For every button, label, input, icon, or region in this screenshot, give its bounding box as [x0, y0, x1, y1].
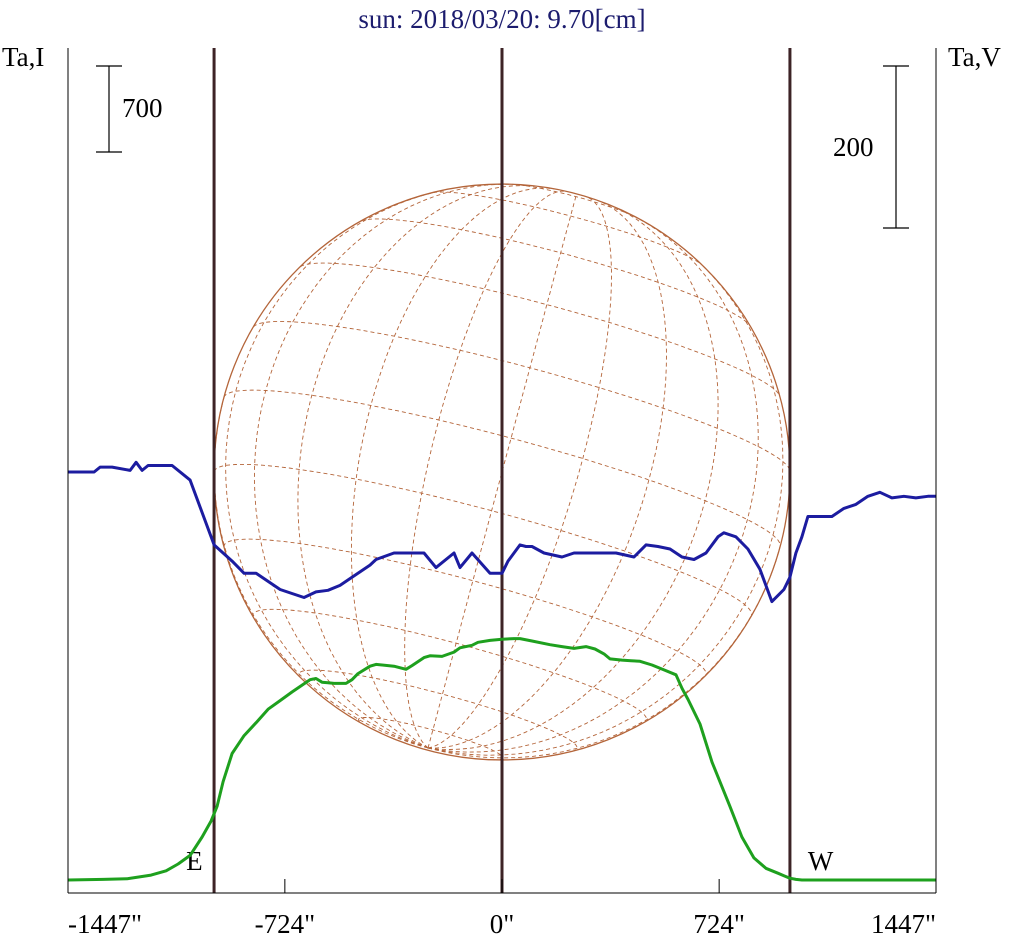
- left-scale-bar: 700: [96, 65, 163, 153]
- right-axis-label: Ta,V: [948, 42, 1001, 72]
- series-layer: [67, 460, 936, 882]
- x-tick-label: -724": [255, 909, 316, 939]
- right-scale-bar-label: 200: [833, 132, 874, 162]
- longitude-line: [350, 187, 555, 749]
- x-tick-label: 724": [693, 909, 745, 939]
- latitude-line: [223, 538, 707, 677]
- longitude-line: [427, 254, 784, 756]
- series-line-intensity: [67, 637, 936, 882]
- latitude-line: [298, 669, 578, 752]
- x-axis-ticks: -1447" -724" 0" 724" 1447": [67, 879, 937, 939]
- longitude-line: [427, 207, 719, 750]
- left-axis-label: Ta,I: [2, 42, 44, 72]
- longitude-line: [427, 196, 612, 749]
- longitude-line: [213, 397, 429, 749]
- x-tick-label: 1447": [871, 909, 936, 939]
- longitude-line: [427, 217, 759, 753]
- longitude-line: [404, 190, 566, 749]
- longitude-line: [253, 183, 513, 749]
- limb-marker-label: W: [808, 846, 834, 876]
- solar-disk: [213, 183, 791, 761]
- latitude-line: [300, 262, 780, 396]
- chart-title: sun: 2018/03/20: 9.70[cm]: [358, 4, 645, 34]
- right-scale-bar: 200: [833, 65, 909, 229]
- series-line-polarization: [68, 460, 936, 604]
- latitude-line: [358, 717, 504, 761]
- longitude-line: [225, 188, 448, 749]
- x-tick-label: -1447": [68, 909, 142, 939]
- x-tick-label: 0": [490, 909, 515, 939]
- left-scale-bar-label: 700: [122, 93, 163, 123]
- longitude-line: [427, 200, 667, 749]
- longitude-line: [297, 185, 535, 749]
- heliographic-grid: [213, 183, 791, 761]
- latitude-line: [432, 191, 702, 265]
- longitude-line: [427, 193, 577, 749]
- latitude-line: [213, 463, 753, 616]
- longitude-line: [427, 546, 781, 759]
